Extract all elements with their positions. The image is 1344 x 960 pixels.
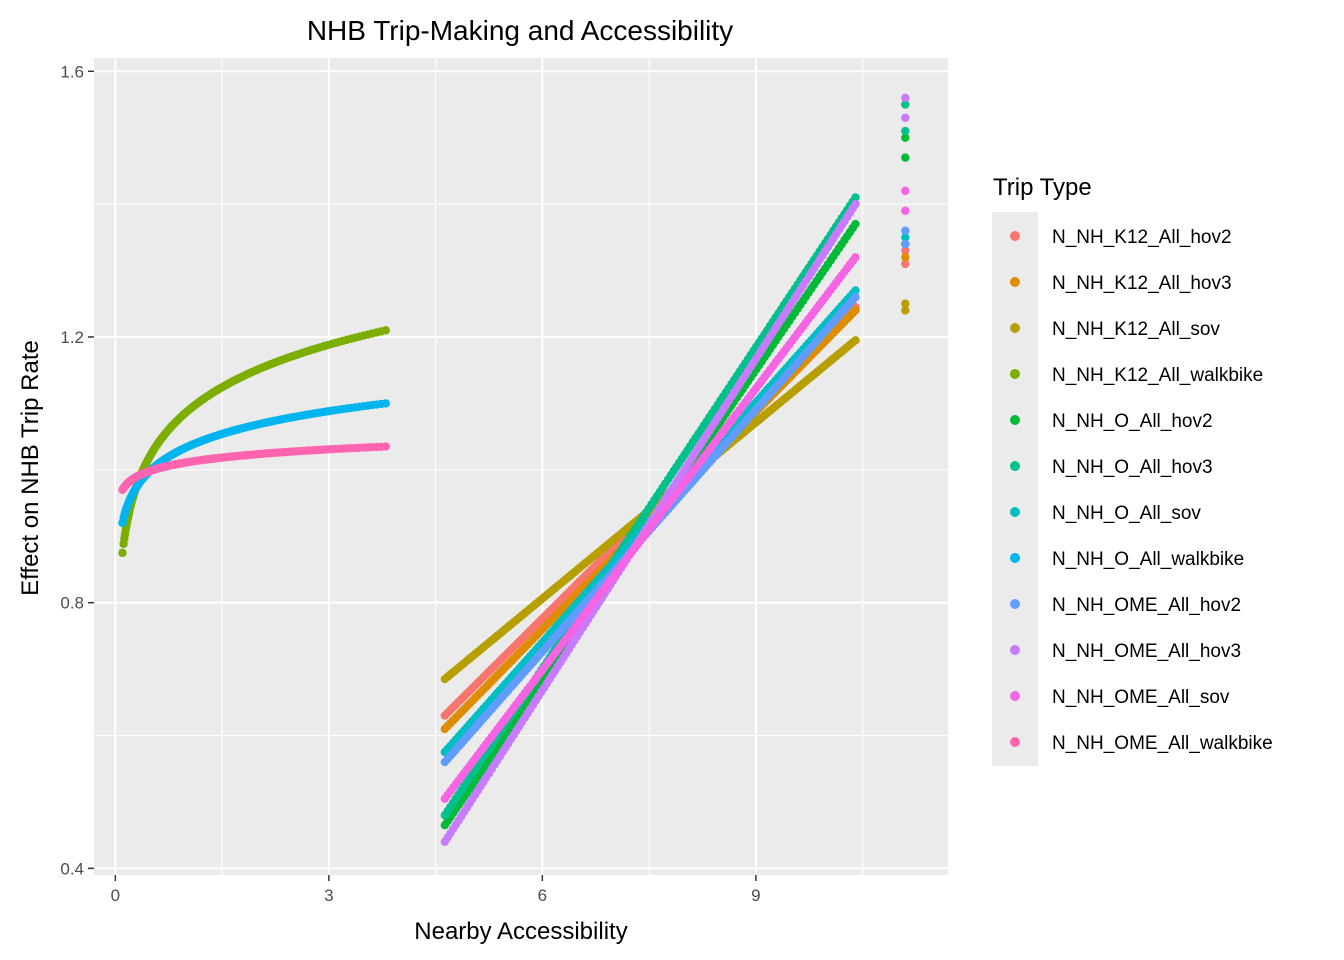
legend-key	[1010, 599, 1020, 609]
x-tick-label: 3	[324, 886, 333, 905]
n-nh-ome-all-sov-point	[851, 253, 860, 262]
n-nh-k12-all-hov3-point	[901, 253, 910, 262]
legend-label: N_NH_O_All_sov	[1052, 503, 1201, 524]
legend-item: N_NH_OME_All_walkbike	[1010, 733, 1273, 754]
n-nh-ome-all-hov2-point	[901, 239, 910, 249]
x-tick-label: 6	[538, 886, 547, 905]
legend-keys-background	[992, 212, 1038, 766]
y-tick-label: 1.6	[60, 62, 84, 81]
x-axis-title: Nearby Accessibility	[414, 918, 627, 945]
legend-key	[1010, 369, 1020, 379]
n-nh-k12-all-hov3-point	[851, 306, 860, 315]
legend-item: N_NH_O_All_hov3	[1010, 457, 1213, 478]
n-nh-ome-all-hov3-point	[901, 113, 910, 122]
n-nh-k12-all-walkbike-point	[118, 548, 127, 558]
n-nh-o-all-sov-point	[851, 286, 860, 295]
legend-item: N_NH_OME_All_hov3	[1010, 641, 1241, 662]
n-nh-o-all-walkbike-point	[381, 399, 390, 408]
legend-label: N_NH_OME_All_sov	[1052, 687, 1230, 708]
n-nh-k12-all-hov2-point	[901, 246, 910, 255]
n-nh-k12-all-sov-point	[901, 306, 910, 315]
x-tick-label: 0	[111, 886, 120, 905]
legend-key	[1010, 277, 1020, 287]
n-nh-o-all-hov3-point	[901, 126, 910, 136]
chart-title: NHB Trip-Making and Accessibility	[307, 15, 733, 46]
x-tick-label: 9	[751, 886, 760, 905]
legend-label: N_NH_OME_All_hov3	[1052, 641, 1241, 662]
legend-key	[1010, 553, 1020, 563]
y-axis-tick-labels: 0.4 0.8 1.2 1.6	[60, 62, 84, 878]
legend-label: N_NH_K12_All_hov2	[1052, 227, 1232, 248]
legend-label: N_NH_OME_All_walkbike	[1052, 733, 1273, 754]
n-nh-k12-all-walkbike-point	[381, 326, 390, 335]
legend-item: N_NH_O_All_sov	[1010, 503, 1201, 524]
n-nh-o-all-hov2-point	[901, 133, 910, 142]
legend-title: Trip Type	[993, 174, 1092, 201]
legend-item: N_NH_K12_All_walkbike	[1010, 365, 1263, 386]
legend-label: N_NH_K12_All_walkbike	[1052, 365, 1263, 386]
n-nh-o-all-hov3-point	[901, 100, 910, 109]
legend-key	[1010, 415, 1020, 425]
legend-item: N_NH_OME_All_hov2	[1010, 595, 1241, 616]
n-nh-ome-all-hov2-point	[851, 292, 860, 302]
legend: Trip Type N_NH_K12_All_hov2N_NH_K12_All_…	[992, 174, 1273, 766]
n-nh-o-all-hov3-point	[851, 193, 860, 202]
data-points	[118, 93, 910, 846]
y-axis-title: Effect on NHB Trip Rate	[17, 340, 44, 596]
x-axis-tick-labels: 0 3 6 9	[111, 886, 761, 905]
n-nh-o-all-sov-point	[901, 233, 910, 242]
n-nh-k12-all-hov2-point	[901, 259, 910, 269]
legend-label: N_NH_O_All_hov2	[1052, 411, 1213, 432]
n-nh-ome-all-sov-point	[901, 186, 910, 196]
legend-key	[1010, 507, 1020, 517]
y-tick-label: 0.4	[60, 859, 84, 878]
legend-label: N_NH_K12_All_hov3	[1052, 273, 1232, 294]
n-nh-o-all-hov2-point	[901, 153, 910, 162]
n-nh-ome-all-hov2-point	[901, 226, 910, 235]
n-nh-k12-all-sov-point	[851, 336, 860, 345]
n-nh-ome-all-walkbike-point	[381, 442, 390, 451]
n-nh-ome-all-sov-point	[901, 206, 910, 215]
n-nh-o-all-hov2-point	[851, 219, 860, 229]
legend-label: N_NH_O_All_hov3	[1052, 457, 1213, 478]
legend-item: N_NH_OME_All_sov	[1010, 687, 1230, 708]
legend-key	[1010, 461, 1020, 471]
legend-label: N_NH_OME_All_hov2	[1052, 595, 1241, 616]
y-tick-label: 0.8	[60, 594, 84, 613]
legend-key	[1010, 737, 1020, 747]
legend-item: N_NH_K12_All_sov	[1010, 319, 1220, 340]
major-gridlines	[94, 58, 948, 875]
legend-label: N_NH_K12_All_sov	[1052, 319, 1220, 340]
n-nh-ome-all-hov3-point	[901, 93, 910, 103]
legend-key	[1010, 691, 1020, 701]
legend-key	[1010, 231, 1020, 241]
y-tick-label: 1.2	[60, 328, 84, 347]
n-nh-ome-all-hov3-point	[851, 199, 860, 209]
legend-item: N_NH_O_All_hov2	[1010, 411, 1213, 432]
plot-panel	[94, 58, 948, 875]
n-nh-k12-all-sov-point	[901, 299, 910, 308]
legend-key	[1010, 323, 1020, 333]
legend-item: N_NH_O_All_walkbike	[1010, 549, 1244, 570]
legend-item: N_NH_K12_All_hov2	[1010, 227, 1232, 248]
legend-items: N_NH_K12_All_hov2 N_NH_K12_All_hov3 N_NH_K…	[1010, 227, 1273, 754]
legend-key	[1010, 645, 1020, 655]
legend-item: N_NH_K12_All_hov3	[1010, 273, 1232, 294]
legend-label: N_NH_O_All_walkbike	[1052, 549, 1244, 570]
axis-ticks	[88, 70, 757, 881]
minor-gridlines	[94, 58, 948, 875]
